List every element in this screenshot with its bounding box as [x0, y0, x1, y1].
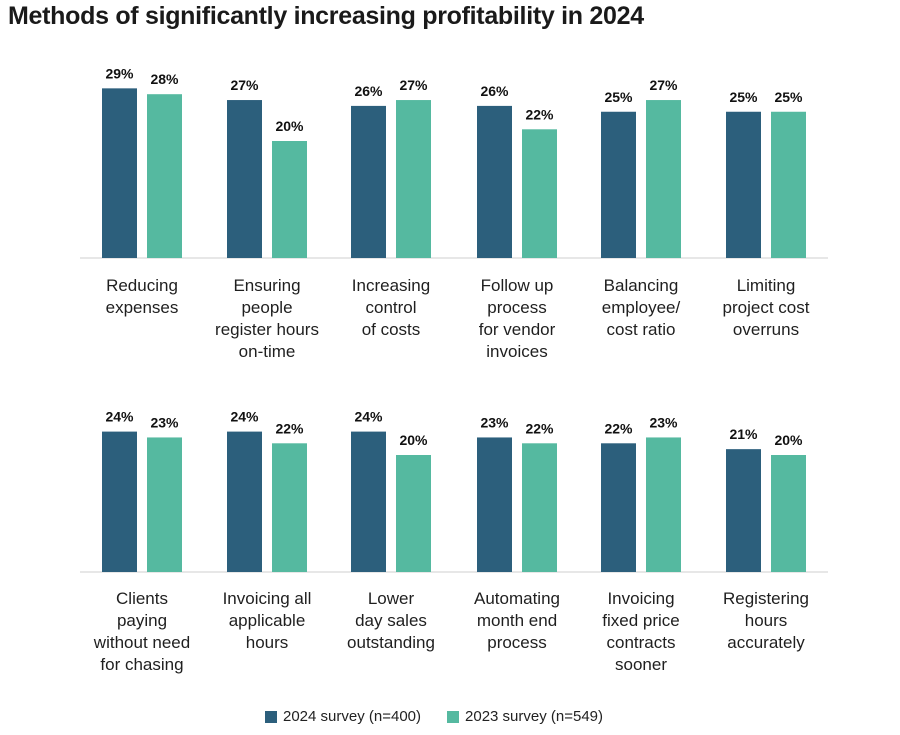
legend-label-2024: 2024 survey (n=400): [283, 708, 422, 725]
bar-2024-5: [726, 111, 761, 258]
bar-2023-7: [272, 443, 307, 572]
bar-2023-11: [771, 455, 806, 572]
data-label-2023-5: 25%: [774, 89, 803, 105]
legend-item-2023: 2023 survey (n=549): [447, 708, 603, 725]
category-label: Invoicing all applicable hours: [222, 589, 312, 652]
bar-2023-3: [522, 129, 557, 258]
data-label-2024-6: 24%: [105, 409, 134, 425]
bar-2024-8: [351, 431, 386, 572]
data-label-2024-7: 24%: [230, 409, 259, 425]
category-label: Balancing employee/ cost ratio: [601, 276, 681, 339]
legend-swatch-2024: [265, 710, 277, 723]
bar-2023-4: [646, 100, 681, 258]
data-label-2024-4: 25%: [604, 89, 633, 105]
legend-item-2024: 2024 survey (n=400): [265, 708, 421, 725]
bar-2023-0: [147, 94, 182, 258]
category-label: Increasing control of costs: [351, 276, 431, 339]
data-label-2024-1: 27%: [230, 77, 259, 93]
bar-2023-5: [771, 111, 806, 258]
data-label-2024-10: 22%: [604, 420, 633, 436]
data-label-2024-2: 26%: [354, 83, 383, 99]
data-label-2023-6: 23%: [150, 414, 179, 430]
category-label: Limiting project cost overruns: [722, 276, 810, 339]
category-label: Invoicing fixed price contracts sooner: [602, 589, 680, 674]
bar-2023-6: [147, 437, 182, 572]
data-label-2023-7: 22%: [275, 420, 304, 436]
bar-2024-7: [227, 431, 262, 572]
bar-2023-8: [396, 455, 431, 572]
data-label-2023-2: 27%: [399, 77, 428, 93]
bar-2023-10: [646, 437, 681, 572]
category-label: Follow up process for vendor invoices: [478, 276, 556, 361]
bar-2024-1: [227, 100, 262, 258]
data-label-2024-9: 23%: [480, 414, 509, 430]
data-label-2023-8: 20%: [399, 432, 428, 448]
bar-2023-2: [396, 100, 431, 258]
category-label: Ensuring people register hours on-time: [215, 276, 319, 361]
bar-2024-10: [601, 443, 636, 572]
data-label-2024-11: 21%: [729, 426, 758, 442]
bar-2023-1: [272, 141, 307, 258]
data-label-2023-11: 20%: [774, 432, 803, 448]
data-label-2023-10: 23%: [649, 414, 678, 430]
legend-swatch-2023: [447, 710, 460, 723]
data-label-2024-8: 24%: [354, 409, 383, 425]
data-label-2023-0: 28%: [150, 71, 179, 87]
legend: 2024 survey (n=400) 2023 survey (n=549): [265, 708, 603, 725]
bar-2024-6: [102, 431, 137, 572]
bar-2024-3: [477, 105, 512, 259]
category-label: Lower day sales outstanding: [347, 589, 435, 652]
legend-label-2023: 2023 survey (n=549): [465, 708, 604, 725]
category-label: Clients paying without need for chasing: [93, 589, 191, 674]
category-label: Automating month end process: [474, 589, 560, 652]
bar-2024-11: [726, 449, 761, 572]
bar-2023-9: [522, 443, 557, 572]
data-label-2024-0: 29%: [105, 65, 134, 81]
bar-2024-4: [601, 111, 636, 258]
chart-title: Methods of significantly increasing prof…: [8, 2, 644, 30]
data-label-2024-3: 26%: [480, 83, 509, 99]
data-label-2023-1: 20%: [275, 118, 304, 134]
data-label-2024-5: 25%: [729, 89, 758, 105]
data-label-2023-4: 27%: [649, 77, 678, 93]
category-label: Registering hours accurately: [723, 589, 809, 652]
bar-2024-9: [477, 437, 512, 572]
bar-2024-2: [351, 105, 386, 259]
bar-2024-0: [102, 88, 137, 258]
category-label: Reducing expenses: [105, 276, 179, 317]
data-label-2023-9: 22%: [525, 420, 554, 436]
data-label-2023-3: 22%: [525, 106, 554, 122]
